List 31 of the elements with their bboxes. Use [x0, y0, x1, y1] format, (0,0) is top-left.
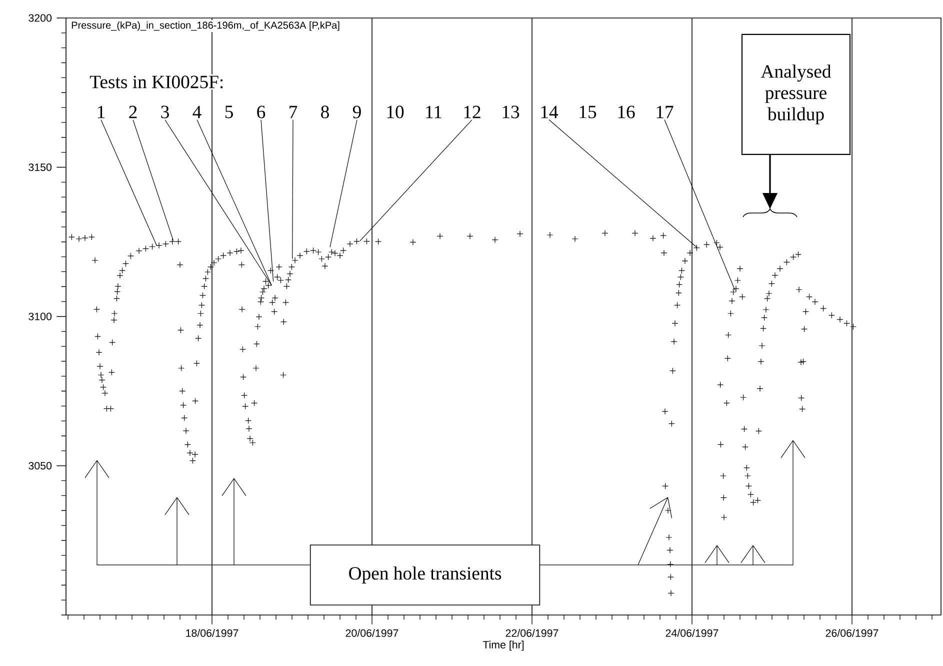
- annotation: Tests in KI0025F:: [90, 76, 223, 88]
- annotation: Open hole transients: [349, 566, 502, 584]
- annotation: 5: [225, 106, 233, 118]
- y-tick-label: 3100: [28, 312, 52, 320]
- annotation: 15: [580, 106, 596, 118]
- annotation: 4: [192, 106, 202, 118]
- x-tick-label: 24/06/1997: [666, 629, 718, 637]
- y-tick-label: 3150: [28, 163, 52, 172]
- annotation: 8: [321, 106, 329, 118]
- annotation: 3: [161, 106, 169, 118]
- annotation: 17: [656, 106, 674, 118]
- y-tick-label: 3200: [28, 14, 52, 22]
- x-axis-title: Time [hr]: [482, 640, 524, 651]
- x-tick-label: 18/06/1997: [186, 629, 238, 637]
- annotation: 9: [352, 106, 361, 118]
- annotation: 11: [426, 106, 442, 118]
- annotation: 10: [387, 106, 404, 118]
- x-tick-label: 22/06/1997: [506, 629, 558, 637]
- annotation: 2: [129, 106, 137, 118]
- annotation: 13: [502, 106, 520, 118]
- chart-title: Pressure_(kPa)_in_section_186-196m,_of_KA2563A [P,kPa]: [72, 21, 340, 31]
- x-tick-label: 26/06/1997: [826, 629, 878, 637]
- annotation: Analysed pressure buildup: [760, 64, 832, 124]
- annotation: 12: [464, 106, 480, 118]
- annotation: 7: [290, 106, 298, 118]
- annotation: 16: [618, 106, 635, 118]
- x-tick-label: 20/06/1997: [346, 629, 398, 637]
- annotation: 6: [257, 106, 266, 118]
- y-tick-label: 3050: [28, 462, 52, 470]
- annotation: 1: [98, 106, 105, 118]
- annotation: 14: [541, 106, 558, 118]
